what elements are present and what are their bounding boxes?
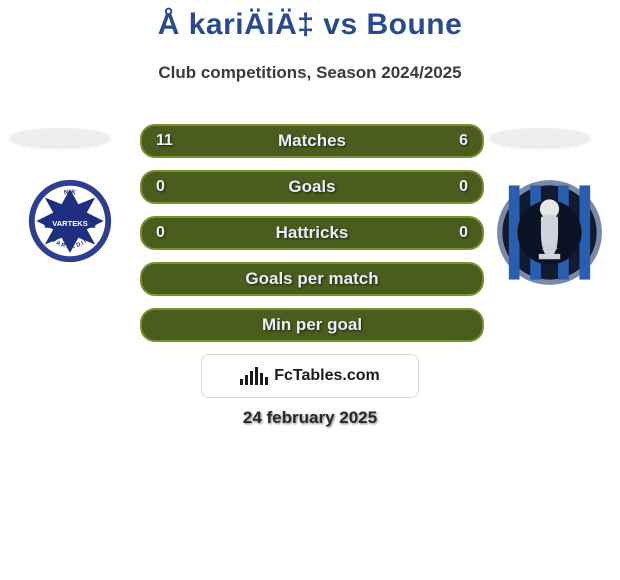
stat-left-value: 11 xyxy=(156,132,173,150)
stat-row: Min per goal xyxy=(140,308,484,342)
stat-right-value: 6 xyxy=(459,132,468,150)
chart-icon xyxy=(240,367,268,385)
stat-label: Goals per match xyxy=(142,269,482,289)
page-title: Å kariÄiÄ‡ vs Boune xyxy=(0,8,620,42)
left-platform xyxy=(10,128,110,146)
stat-left-value: 0 xyxy=(156,224,165,242)
svg-text:N K: N K xyxy=(64,189,77,197)
stat-label: Goals xyxy=(142,177,482,197)
stat-label: Matches xyxy=(142,131,482,151)
svg-text:VARTEKS: VARTEKS xyxy=(52,219,88,228)
stat-label: Hattricks xyxy=(142,223,482,243)
team-crest-right: 1914 xyxy=(496,179,603,286)
svg-text:1914: 1914 xyxy=(541,243,558,252)
date-text: 24 february 2025 xyxy=(0,408,620,428)
stat-left-value: 0 xyxy=(156,178,165,196)
team-crest-left: VARTEKS N K V A R A Z D I N xyxy=(28,179,112,263)
stat-row: Goals per match xyxy=(140,262,484,296)
stat-row: 0 0Hattricks xyxy=(140,216,484,250)
comparison-infographic: Å kariÄiÄ‡ vs Boune Club competitions, S… xyxy=(0,0,620,580)
right-platform xyxy=(490,128,590,146)
brand-box[interactable]: FcTables.com xyxy=(201,354,419,398)
brand-text: FcTables.com xyxy=(274,367,380,385)
stat-right-value: 0 xyxy=(459,224,468,242)
stat-row: 11 6Matches xyxy=(140,124,484,158)
page-subtitle: Club competitions, Season 2024/2025 xyxy=(0,63,620,83)
stat-right-value: 0 xyxy=(459,178,468,196)
stat-label: Min per goal xyxy=(142,315,482,335)
stat-row: 0 0Goals xyxy=(140,170,484,204)
